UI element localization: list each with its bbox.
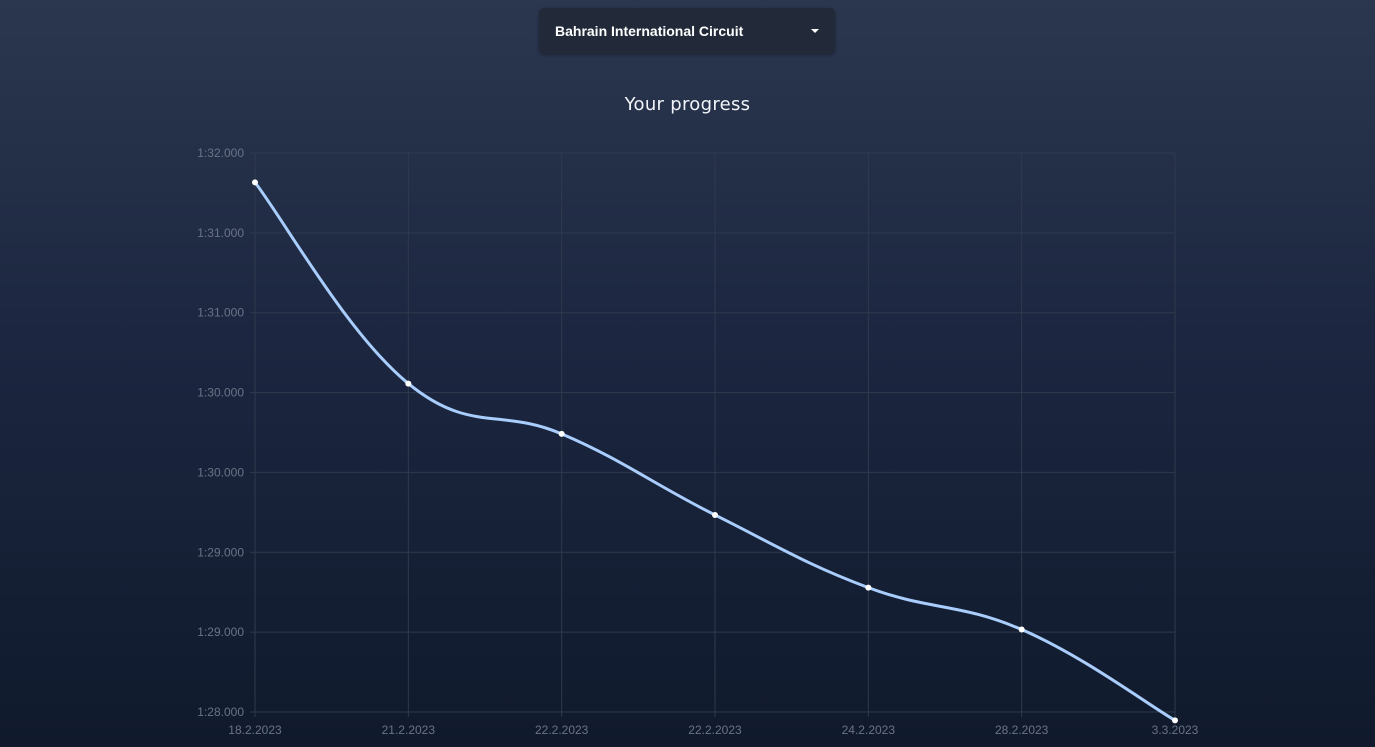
data-point[interactable] <box>1018 626 1025 633</box>
x-tick-label: 22.2.2023 <box>535 723 589 737</box>
chevron-down-icon <box>811 29 819 33</box>
y-tick-label: 1:31.000 <box>197 226 244 240</box>
track-select-label: Bahrain International Circuit <box>555 23 744 39</box>
data-point[interactable] <box>1172 717 1178 724</box>
x-axis-ticks: 18.2.2023 21.2.2023 22.2.2023 22.2.2023 24.2… <box>228 723 1198 737</box>
x-tick-label: 22.2.2023 <box>688 723 742 737</box>
y-tick-label: 1:30.000 <box>197 465 244 479</box>
data-point[interactable] <box>712 511 718 518</box>
y-tick-label: 1:32.000 <box>197 146 244 160</box>
y-tick-label: 1:31.000 <box>197 306 244 320</box>
x-tick-label: 24.2.2023 <box>842 723 896 737</box>
grid <box>250 152 1176 717</box>
x-tick-label: 28.2.2023 <box>995 723 1049 737</box>
data-point[interactable] <box>405 380 412 387</box>
track-select-dropdown[interactable]: Bahrain International Circuit <box>539 8 835 54</box>
y-tick-label: 1:29.000 <box>197 545 244 559</box>
y-axis-ticks: 1:32.000 1:31.000 1:31.000 1:30.000 1:30.000… <box>197 146 244 719</box>
data-point[interactable] <box>252 179 258 186</box>
x-tick-label: 3.3.2023 <box>1152 723 1199 737</box>
data-point[interactable] <box>558 430 565 437</box>
chart-title: Your progress <box>624 94 751 115</box>
x-tick-label: 18.2.2023 <box>228 723 282 737</box>
y-tick-label: 1:30.000 <box>197 386 244 400</box>
data-points <box>252 179 1178 724</box>
x-tick-label: 21.2.2023 <box>382 723 436 737</box>
data-point[interactable] <box>865 584 872 591</box>
y-tick-label: 1:29.000 <box>197 625 244 639</box>
y-tick-label: 1:28.000 <box>197 705 244 719</box>
